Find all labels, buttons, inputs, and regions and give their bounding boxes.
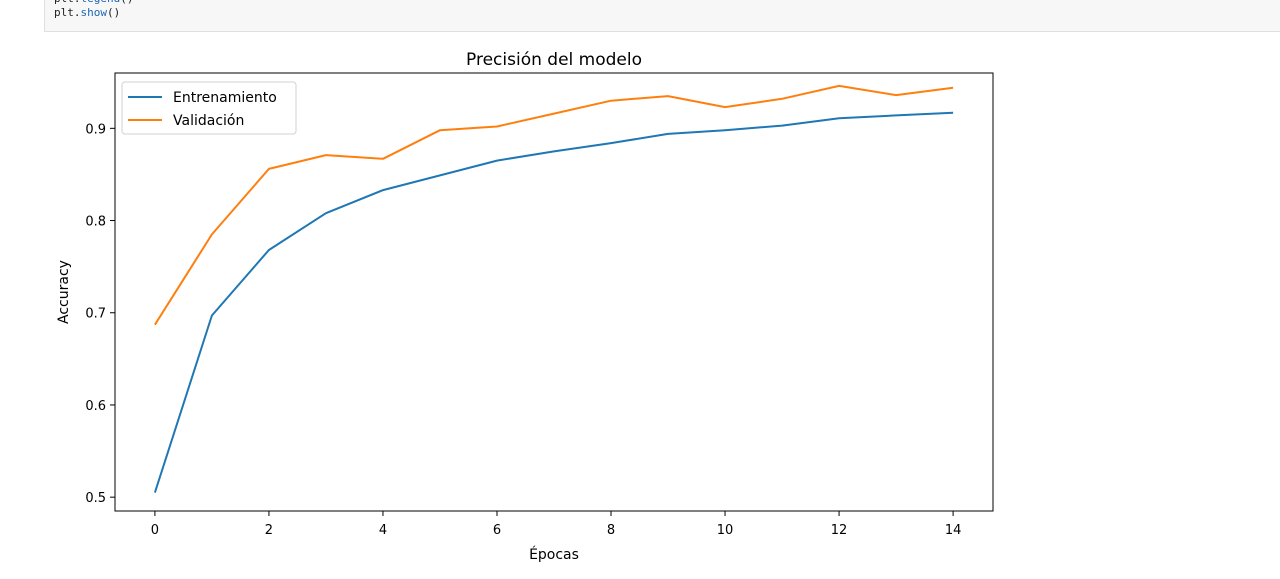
x-tick-label: 10 bbox=[717, 523, 734, 538]
y-tick-label: 0.8 bbox=[85, 215, 106, 230]
series-lines bbox=[155, 86, 953, 493]
x-tick-label: 6 bbox=[493, 523, 501, 538]
code-cell[interactable]: plt.legend() plt.show() bbox=[44, 0, 1280, 32]
x-tick-label: 2 bbox=[265, 523, 273, 538]
accuracy-line-chart: Precisión del modelo 0 2 4 6 8 10 12 14 0.5 0.6 0.… bbox=[0, 32, 1280, 575]
legend-label-val: Validación bbox=[173, 113, 244, 129]
y-tick-label: 0.7 bbox=[85, 307, 106, 322]
code-function-legend: legend bbox=[81, 0, 121, 5]
code-line-show: plt.show() bbox=[54, 6, 120, 20]
cell-output: Precisión del modelo 0 2 4 6 8 10 12 14 0.5 0.6 0.… bbox=[0, 32, 1280, 575]
x-tick-label: 12 bbox=[831, 523, 848, 538]
y-tick-label: 0.5 bbox=[85, 491, 106, 506]
axis-ticks: 0 2 4 6 8 10 12 14 0.5 0.6 0.7 0.8 0.9 bbox=[85, 122, 961, 538]
x-tick-label: 8 bbox=[607, 523, 615, 538]
legend-label-train: Entrenamiento bbox=[173, 90, 277, 106]
series-line-train bbox=[155, 113, 953, 493]
y-axis-label: Accuracy bbox=[56, 260, 72, 324]
code-function-show: show bbox=[81, 6, 108, 19]
y-tick-label: 0.6 bbox=[85, 399, 106, 414]
y-tick-label: 0.9 bbox=[85, 122, 106, 137]
chart-title: Precisión del modelo bbox=[466, 50, 642, 70]
legend: Entrenamiento Validación bbox=[122, 82, 296, 134]
plot-frame bbox=[115, 73, 993, 511]
x-tick-label: 0 bbox=[151, 523, 159, 538]
x-axis-label: Épocas bbox=[529, 546, 579, 563]
x-tick-label: 4 bbox=[379, 523, 387, 538]
x-tick-label: 14 bbox=[945, 523, 962, 538]
